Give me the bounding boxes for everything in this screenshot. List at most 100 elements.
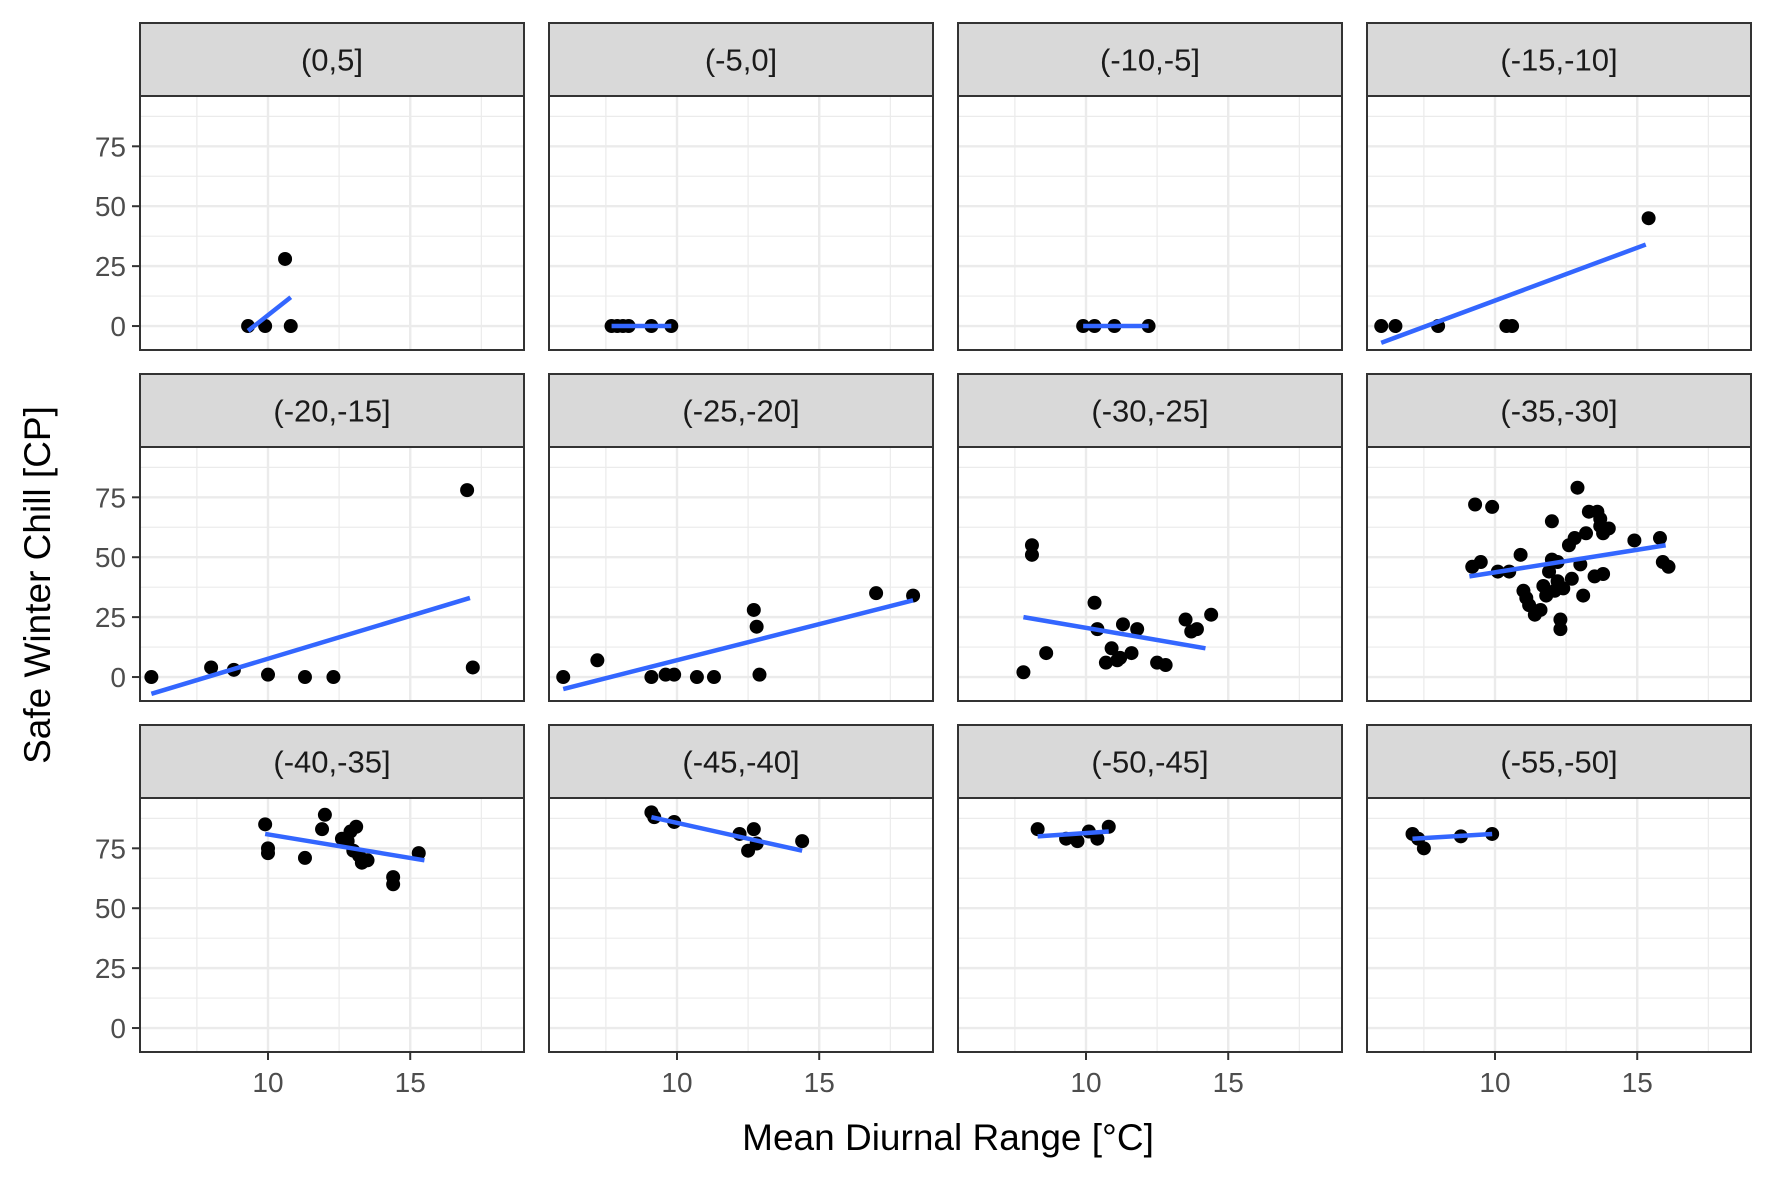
facet-strip <box>957 22 1343 97</box>
y-tick-label: 75 <box>95 482 126 513</box>
facet-strip <box>1366 373 1752 448</box>
data-point <box>204 660 219 675</box>
data-point <box>749 619 764 634</box>
data-point <box>1104 641 1119 656</box>
trend-line <box>150 595 471 696</box>
data-point <box>869 586 884 601</box>
data-point <box>1115 617 1130 632</box>
data-point <box>752 667 767 682</box>
data-point <box>1513 547 1528 562</box>
facet-strip-label: (-15,-10] <box>1500 43 1617 78</box>
panel-border <box>957 95 1343 351</box>
y-tick-label: 0 <box>110 662 126 693</box>
panel-border <box>139 797 525 1053</box>
x-tick-label: 10 <box>252 1067 283 1098</box>
data-point <box>1090 831 1105 846</box>
x-tick-label: 10 <box>1479 1067 1510 1098</box>
data-point <box>315 822 330 837</box>
x-tick-label: 15 <box>1622 1067 1653 1098</box>
data-point <box>1485 499 1500 514</box>
panel-border <box>139 95 525 351</box>
trend-line <box>562 598 914 692</box>
data-point <box>556 670 571 685</box>
data-point <box>1130 622 1145 637</box>
data-point <box>644 670 659 685</box>
y-tick-label: 0 <box>110 1013 126 1044</box>
panel-background <box>958 96 1342 350</box>
data-point <box>460 483 475 498</box>
facet-strip-label: (0,5] <box>301 43 363 78</box>
data-point <box>1556 581 1571 596</box>
trend-line <box>1469 543 1667 579</box>
data-point <box>1542 564 1557 579</box>
data-point <box>1661 559 1676 574</box>
facet-strip-label: (-50,-45] <box>1091 745 1208 780</box>
panel-border <box>1366 797 1752 1053</box>
facet-strip <box>548 22 934 97</box>
y-tick-label: 50 <box>95 893 126 924</box>
data-point <box>317 807 332 822</box>
data-point <box>1468 497 1483 512</box>
data-point <box>326 670 341 685</box>
y-tick-label: 0 <box>110 311 126 342</box>
data-point <box>1024 538 1039 553</box>
panel-background <box>1367 96 1751 350</box>
data-point <box>261 667 275 682</box>
data-point <box>283 319 298 334</box>
data-point <box>1576 588 1591 603</box>
data-point <box>1564 571 1579 586</box>
x-tick-label: 15 <box>1213 1067 1244 1098</box>
data-point <box>1098 655 1113 670</box>
trend-line <box>264 831 425 863</box>
facet-panel: (-40,-35] 0 25 50 75 10 15 <box>95 724 525 1098</box>
data-point <box>1533 602 1548 617</box>
trend-line <box>1037 829 1109 839</box>
data-point <box>746 602 761 617</box>
y-tick-label: 25 <box>95 602 126 633</box>
data-point <box>1416 841 1431 856</box>
facet-panel: (-35,-30] <box>1366 373 1752 702</box>
facet-strip <box>548 373 934 448</box>
x-axis-title: Mean Diurnal Range [°C] <box>742 1117 1154 1158</box>
trend-line <box>650 814 803 853</box>
y-tick-label: 75 <box>95 833 126 864</box>
panel-background <box>140 447 524 701</box>
x-tick-label: 15 <box>804 1067 835 1098</box>
panel-background <box>140 96 524 350</box>
facet-strip <box>548 724 934 799</box>
data-point <box>1113 650 1128 665</box>
panel-background <box>549 447 933 701</box>
facet-strip <box>139 724 525 799</box>
facet-panel: (-10,-5] <box>957 22 1343 351</box>
data-point <box>746 822 761 837</box>
facet-panel: (-15,-10] <box>1366 22 1752 351</box>
data-point <box>1070 834 1085 849</box>
data-point <box>1544 514 1559 529</box>
panel-background <box>1367 447 1751 701</box>
data-point <box>1601 521 1616 536</box>
data-point <box>590 653 605 668</box>
data-point <box>297 670 312 685</box>
panel-background <box>1367 798 1751 1052</box>
data-point <box>278 251 293 266</box>
facet-panel: (-25,-20] <box>548 373 934 702</box>
panel-border <box>957 446 1343 702</box>
facet-strip <box>139 22 525 97</box>
data-point <box>1030 822 1045 837</box>
panel-border <box>1366 95 1752 351</box>
y-tick-label: 75 <box>95 131 126 162</box>
y-tick-label: 25 <box>95 953 126 984</box>
facet-strip-label: (-5,0] <box>705 43 777 78</box>
facet-strip <box>1366 724 1752 799</box>
data-point <box>386 877 401 892</box>
facet-strip-label: (-55,-50] <box>1500 745 1617 780</box>
data-point <box>1178 612 1193 627</box>
facet-strip <box>139 373 525 448</box>
data-point <box>261 846 275 861</box>
trend-line <box>1412 831 1493 841</box>
panel-background <box>958 798 1342 1052</box>
facet-panel: (-50,-45] 10 15 <box>957 724 1343 1098</box>
data-point <box>1641 211 1656 226</box>
data-point <box>795 834 810 849</box>
